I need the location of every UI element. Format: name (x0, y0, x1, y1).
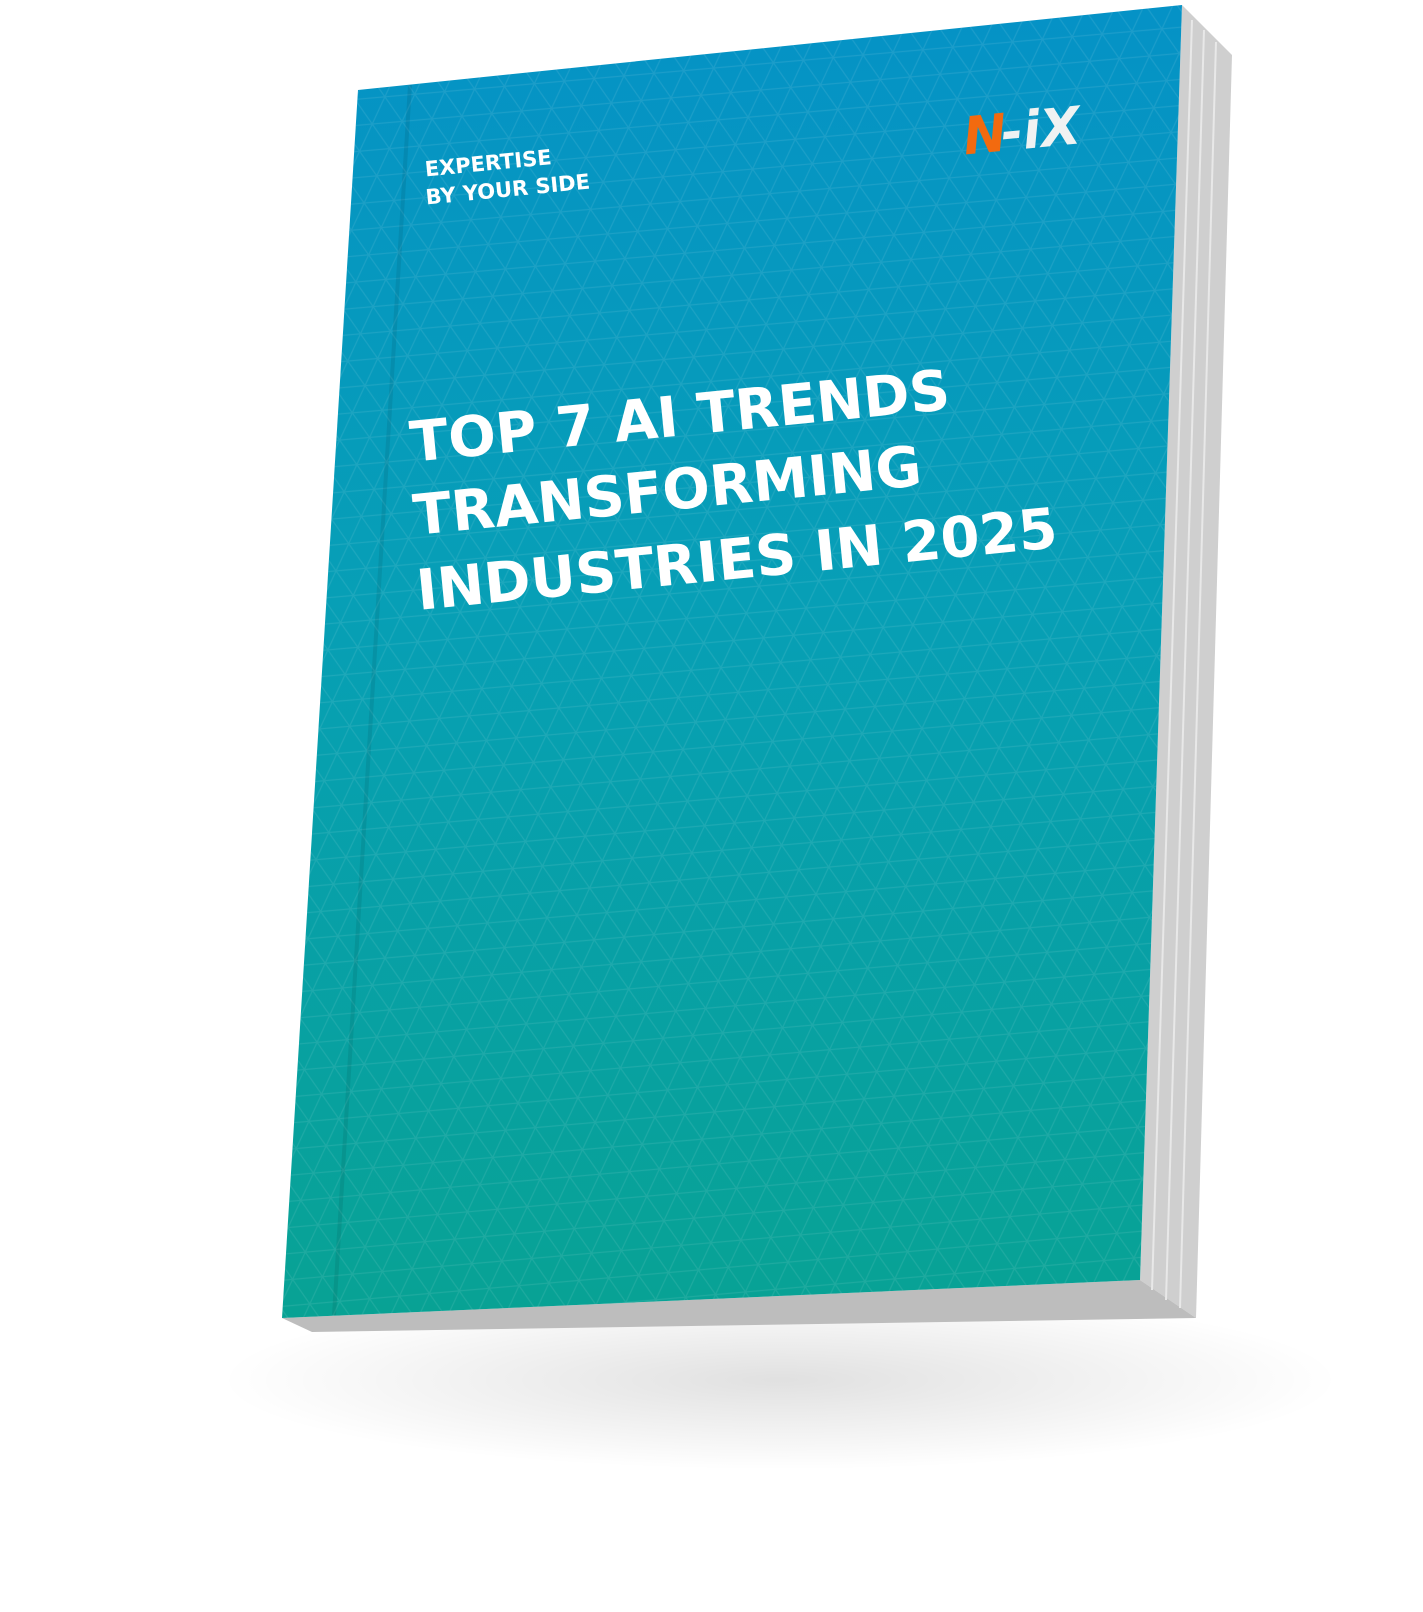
logo-n: N (960, 103, 1009, 167)
book-shadow (220, 1290, 1340, 1470)
nix-logo: N -iX (960, 96, 1086, 167)
cover-pattern (282, 5, 1182, 1318)
page-edges (1151, 19, 1217, 1309)
spine-crease (332, 84, 412, 1316)
logo-ix: -iX (998, 96, 1086, 164)
book-pages-bottom (282, 1280, 1196, 1332)
